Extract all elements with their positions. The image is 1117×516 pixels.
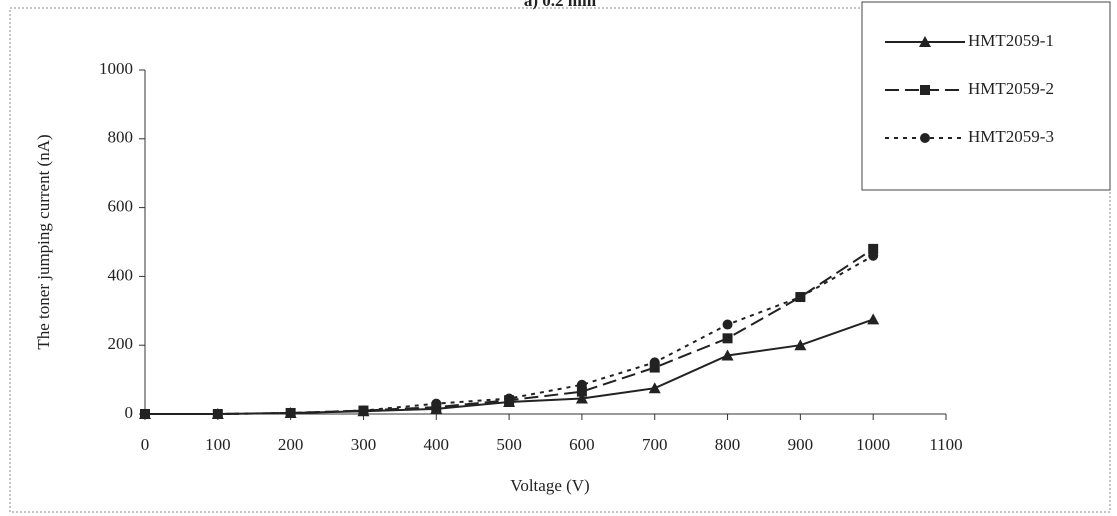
y-tick-label: 600 [108,197,134,216]
legend-label: HMT2059-2 [968,79,1054,98]
x-tick-label: 900 [788,435,814,454]
x-tick-label: 700 [642,435,668,454]
chart-title: a) 0.2 mm [524,0,596,10]
marker [431,398,442,409]
marker [867,313,880,325]
series-line [145,254,874,415]
marker [576,379,587,390]
x-tick-label: 500 [496,435,522,454]
x-tick-label: 300 [351,435,377,454]
marker [504,393,515,404]
marker [794,339,807,351]
marker [721,349,734,361]
marker [649,357,660,368]
x-tick-label: 200 [278,435,304,454]
marker [920,133,930,143]
x-axis-title: Voltage (V) [510,476,589,495]
marker [919,36,931,47]
x-tick-label: 400 [424,435,450,454]
marker [722,319,733,330]
x-tick-label: 1100 [929,435,962,454]
marker [575,392,588,404]
marker [868,243,879,254]
marker [722,333,733,344]
y-axis-title: The toner jumping current (nA) [34,134,53,349]
marker [358,405,369,416]
marker [285,407,296,418]
marker [576,386,587,397]
legend-label: HMT2059-1 [968,31,1054,50]
y-tick-label: 0 [125,403,134,422]
x-tick-label: 100 [205,435,231,454]
marker [140,409,150,419]
marker [648,382,661,394]
x-tick-label: 600 [569,435,595,454]
x-tick-label: 1000 [856,435,890,454]
marker [795,292,806,303]
legend-box [861,1,1111,191]
marker [212,409,223,419]
y-tick-label: 200 [108,334,134,353]
legend-label: HMT2059-3 [968,127,1054,146]
chart-border [9,7,1111,513]
y-tick-label: 800 [108,128,134,147]
marker [920,85,930,95]
x-tick-label: 800 [715,435,741,454]
y-tick-label: 1000 [99,59,133,78]
y-tick-label: 400 [108,265,134,284]
x-tick-label: 0 [141,435,150,454]
marker [868,250,879,261]
marker [649,362,660,373]
series-line [145,248,874,415]
